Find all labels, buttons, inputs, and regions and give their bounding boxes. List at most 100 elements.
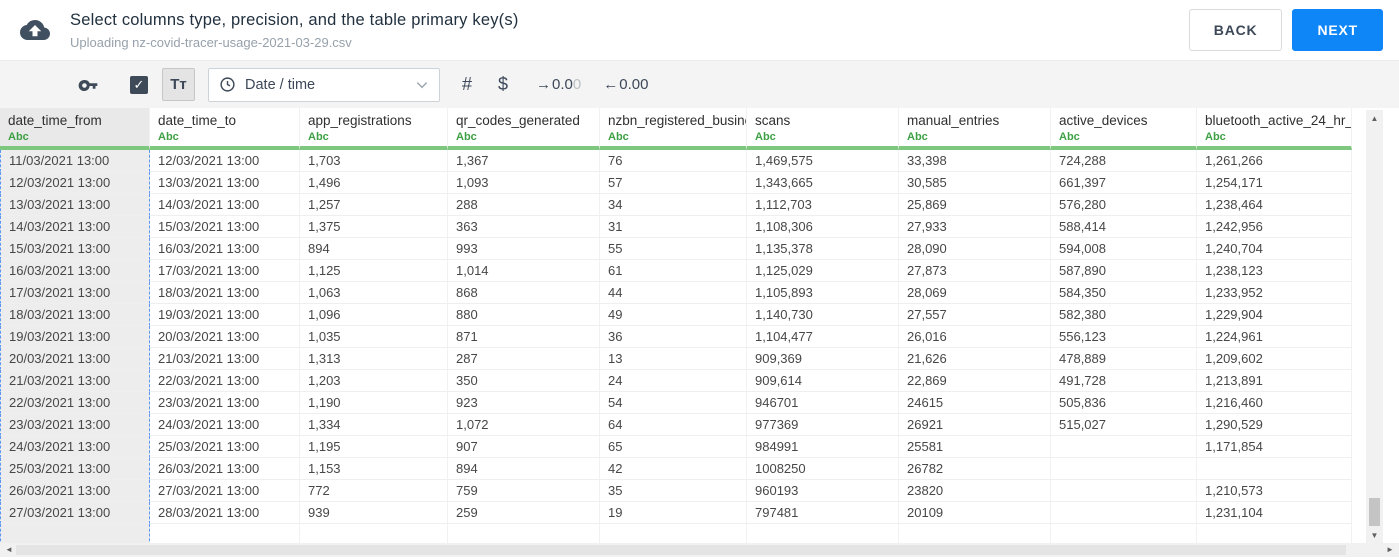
cell[interactable]: 23/03/2021 13:00 [0,414,150,436]
cell[interactable] [1051,436,1197,458]
column-header-manual_entries[interactable]: manual_entries Abc [899,108,1051,150]
column-header-nzbn_registered_busine[interactable]: nzbn_registered_busine Abc [600,108,747,150]
cell[interactable]: 363 [448,216,600,238]
decrease-precision-button[interactable]: ← 0.00 [603,76,648,93]
cell[interactable] [1051,502,1197,524]
cell[interactable]: 15/03/2021 13:00 [150,216,300,238]
cell[interactable]: 27,933 [899,216,1051,238]
cell[interactable]: 1,238,464 [1197,194,1352,216]
cell[interactable]: 1,224,961 [1197,326,1352,348]
cell[interactable]: 27,873 [899,260,1051,282]
scroll-left-arrow-icon[interactable]: ◄ [5,545,13,554]
text-type-button[interactable]: Tᴛ [162,68,195,101]
cell[interactable]: 21,626 [899,348,1051,370]
cell[interactable]: 36 [600,326,747,348]
cell[interactable]: 1,240,704 [1197,238,1352,260]
cell[interactable]: 588,414 [1051,216,1197,238]
cell[interactable]: 871 [448,326,600,348]
cell[interactable]: 19 [600,502,747,524]
cell[interactable]: 18/03/2021 13:00 [150,282,300,304]
cell[interactable]: 20/03/2021 13:00 [150,326,300,348]
cell[interactable]: 34 [600,194,747,216]
horizontal-scrollbar[interactable]: ◄ ► [0,543,1399,557]
cell[interactable] [1051,480,1197,502]
cell[interactable]: 259 [448,502,600,524]
cell[interactable]: 505,836 [1051,392,1197,414]
cell[interactable]: 594,008 [1051,238,1197,260]
cell[interactable]: 21/03/2021 13:00 [150,348,300,370]
cell[interactable]: 939 [300,502,448,524]
cell[interactable]: 42 [600,458,747,480]
cell[interactable]: 1,105,893 [747,282,899,304]
cell[interactable]: 923 [448,392,600,414]
cell[interactable]: 515,027 [1051,414,1197,436]
cell[interactable]: 26921 [899,414,1051,436]
cell[interactable]: 17/03/2021 13:00 [0,282,150,304]
cell[interactable]: 33,398 [899,150,1051,172]
cell[interactable]: 57 [600,172,747,194]
cell[interactable]: 491,728 [1051,370,1197,392]
cell[interactable]: 1,112,703 [747,194,899,216]
cell[interactable]: 24/03/2021 13:00 [0,436,150,458]
cell[interactable]: 24 [600,370,747,392]
column-type-dropdown[interactable]: Date / time [208,67,440,102]
cell[interactable]: 11/03/2021 13:00 [0,150,150,172]
cell[interactable]: 23/03/2021 13:00 [150,392,300,414]
cell[interactable]: 1,140,730 [747,304,899,326]
cell[interactable]: 25,869 [899,194,1051,216]
cell[interactable]: 19/03/2021 13:00 [0,326,150,348]
cell[interactable]: 18/03/2021 13:00 [0,304,150,326]
column-header-app_registrations[interactable]: app_registrations Abc [300,108,448,150]
cell[interactable]: 24/03/2021 13:00 [150,414,300,436]
cell[interactable]: 27/03/2021 13:00 [150,480,300,502]
cell[interactable]: 1,203 [300,370,448,392]
cell[interactable]: 1,213,891 [1197,370,1352,392]
cell[interactable]: 61 [600,260,747,282]
cell[interactable]: 977369 [747,414,899,436]
cell[interactable]: 26782 [899,458,1051,480]
back-button[interactable]: BACK [1188,9,1283,51]
cell[interactable]: 27/03/2021 13:00 [0,502,150,524]
cell[interactable]: 64 [600,414,747,436]
cell[interactable]: 1,209,602 [1197,348,1352,370]
cell[interactable]: 1,171,854 [1197,436,1352,458]
cell[interactable]: 28,069 [899,282,1051,304]
cell[interactable]: 1,261,266 [1197,150,1352,172]
cell[interactable]: 1,096 [300,304,448,326]
cell[interactable]: 1,496 [300,172,448,194]
cell[interactable]: 1,190 [300,392,448,414]
cell[interactable]: 772 [300,480,448,502]
cell[interactable]: 12/03/2021 13:00 [0,172,150,194]
cell[interactable]: 13/03/2021 13:00 [0,194,150,216]
cell[interactable]: 1,035 [300,326,448,348]
cell[interactable]: 20109 [899,502,1051,524]
currency-type-button[interactable]: $ [498,74,509,94]
cell[interactable]: 1,290,529 [1197,414,1352,436]
cell[interactable]: 26/03/2021 13:00 [150,458,300,480]
cell[interactable]: 23820 [899,480,1051,502]
cell[interactable]: 894 [300,238,448,260]
cell[interactable]: 14/03/2021 13:00 [0,216,150,238]
cell[interactable]: 587,890 [1051,260,1197,282]
horizontal-scrollbar-thumb[interactable] [16,545,1346,555]
scroll-up-arrow-icon[interactable]: ▲ [1370,114,1379,123]
cell[interactable]: 1,231,104 [1197,502,1352,524]
cell[interactable]: 17/03/2021 13:00 [150,260,300,282]
cell[interactable]: 12/03/2021 13:00 [150,150,300,172]
cell[interactable]: 1,125 [300,260,448,282]
cell[interactable]: 19/03/2021 13:00 [150,304,300,326]
cell[interactable]: 1,469,575 [747,150,899,172]
column-selected-checkbox[interactable]: ✓ [130,75,148,94]
cell[interactable]: 25/03/2021 13:00 [0,458,150,480]
cell[interactable]: 1,233,952 [1197,282,1352,304]
cell[interactable]: 584,350 [1051,282,1197,304]
cell[interactable]: 54 [600,392,747,414]
cell[interactable]: 1,210,573 [1197,480,1352,502]
cell[interactable]: 907 [448,436,600,458]
cell[interactable]: 1,093 [448,172,600,194]
vertical-scrollbar-thumb[interactable] [1369,498,1380,526]
cell[interactable]: 1008250 [747,458,899,480]
cell[interactable]: 24615 [899,392,1051,414]
cell[interactable]: 31 [600,216,747,238]
cell[interactable]: 13 [600,348,747,370]
